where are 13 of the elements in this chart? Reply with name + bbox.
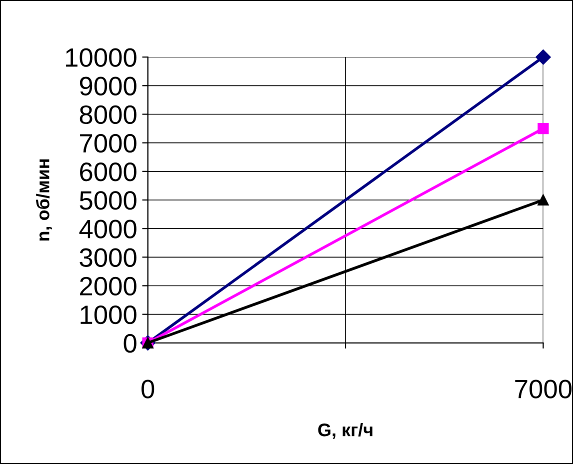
y-tick-label: 8000 bbox=[80, 105, 136, 124]
y-tick-label: 5000 bbox=[80, 191, 136, 210]
y-tick-label: 3000 bbox=[80, 248, 136, 267]
y-tick-label: 2000 bbox=[80, 276, 136, 296]
y-tick-label: 1000 bbox=[80, 305, 136, 324]
y-axis-title: n, об/мин bbox=[36, 159, 52, 241]
y-tick-label: 6000 bbox=[80, 162, 136, 182]
x-axis-title: G, кг/ч bbox=[318, 423, 372, 439]
y-tick-label: 10000 bbox=[66, 48, 136, 67]
y-tick-label: 7000 bbox=[80, 134, 136, 153]
y-tick-label: 0 bbox=[124, 334, 136, 353]
y-tick-label: 9000 bbox=[80, 76, 136, 96]
y-tick-label: 4000 bbox=[79, 220, 136, 238]
